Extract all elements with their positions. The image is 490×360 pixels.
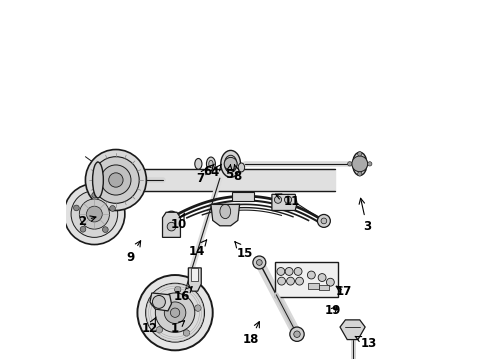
Circle shape <box>358 152 362 156</box>
Circle shape <box>102 227 108 233</box>
Circle shape <box>87 206 102 222</box>
Circle shape <box>152 296 166 309</box>
Text: 9: 9 <box>126 241 141 264</box>
Circle shape <box>85 149 147 211</box>
Circle shape <box>326 278 334 286</box>
Polygon shape <box>163 212 180 237</box>
Circle shape <box>137 275 213 350</box>
Circle shape <box>164 302 186 323</box>
Circle shape <box>287 277 294 285</box>
Polygon shape <box>340 320 365 339</box>
Text: 11: 11 <box>275 194 300 208</box>
Text: 17: 17 <box>336 285 352 298</box>
Circle shape <box>318 274 326 282</box>
Circle shape <box>155 293 195 332</box>
Polygon shape <box>191 268 198 282</box>
Text: 7: 7 <box>196 168 207 185</box>
Text: 1: 1 <box>171 321 185 335</box>
Circle shape <box>80 226 86 232</box>
Ellipse shape <box>93 162 103 198</box>
Circle shape <box>174 286 181 293</box>
Circle shape <box>321 218 327 224</box>
Polygon shape <box>188 268 201 291</box>
Circle shape <box>277 267 285 275</box>
Circle shape <box>79 199 109 229</box>
Circle shape <box>290 327 304 341</box>
Circle shape <box>358 172 362 176</box>
Text: 6: 6 <box>203 164 214 177</box>
Polygon shape <box>272 194 297 211</box>
Text: 14: 14 <box>188 240 207 258</box>
Text: 4: 4 <box>210 164 221 179</box>
Ellipse shape <box>224 155 237 172</box>
Text: 3: 3 <box>359 198 371 233</box>
Ellipse shape <box>206 157 216 171</box>
Circle shape <box>71 191 118 237</box>
Circle shape <box>101 165 131 195</box>
Text: 18: 18 <box>242 322 259 346</box>
Circle shape <box>156 327 163 333</box>
Text: 13: 13 <box>355 336 377 350</box>
Circle shape <box>92 192 98 198</box>
Circle shape <box>150 300 157 306</box>
Circle shape <box>93 157 139 203</box>
Circle shape <box>274 196 282 203</box>
Circle shape <box>307 271 315 279</box>
Text: 2: 2 <box>78 215 96 228</box>
Ellipse shape <box>220 204 231 219</box>
Circle shape <box>167 222 176 231</box>
Circle shape <box>294 267 302 275</box>
Text: 8: 8 <box>233 165 242 183</box>
Text: 16: 16 <box>174 287 192 303</box>
Circle shape <box>368 162 372 166</box>
Text: 19: 19 <box>325 305 341 318</box>
Circle shape <box>295 277 303 285</box>
Polygon shape <box>211 204 240 226</box>
Bar <box>309 283 319 289</box>
Text: 12: 12 <box>142 317 158 335</box>
Ellipse shape <box>195 158 202 169</box>
Circle shape <box>195 305 201 311</box>
Bar <box>275 262 338 297</box>
Ellipse shape <box>353 152 367 176</box>
Text: 15: 15 <box>235 242 253 260</box>
Circle shape <box>169 215 174 221</box>
Circle shape <box>171 308 180 318</box>
Circle shape <box>64 184 125 244</box>
Circle shape <box>294 331 300 337</box>
Circle shape <box>165 211 178 224</box>
Circle shape <box>253 256 266 269</box>
Ellipse shape <box>238 163 245 172</box>
Circle shape <box>224 157 237 170</box>
Bar <box>318 285 329 291</box>
Circle shape <box>146 283 204 342</box>
Circle shape <box>74 205 79 211</box>
Text: 5: 5 <box>225 165 233 181</box>
Circle shape <box>318 215 330 228</box>
Polygon shape <box>150 293 172 311</box>
Circle shape <box>110 206 116 211</box>
Circle shape <box>256 260 262 265</box>
Ellipse shape <box>209 160 213 167</box>
Circle shape <box>347 162 352 166</box>
Circle shape <box>109 173 123 187</box>
Circle shape <box>285 196 292 203</box>
Circle shape <box>183 330 190 336</box>
Circle shape <box>285 267 293 275</box>
Ellipse shape <box>221 150 241 177</box>
Circle shape <box>352 156 368 172</box>
Circle shape <box>278 277 286 285</box>
Text: 10: 10 <box>171 213 187 231</box>
Bar <box>232 192 254 201</box>
